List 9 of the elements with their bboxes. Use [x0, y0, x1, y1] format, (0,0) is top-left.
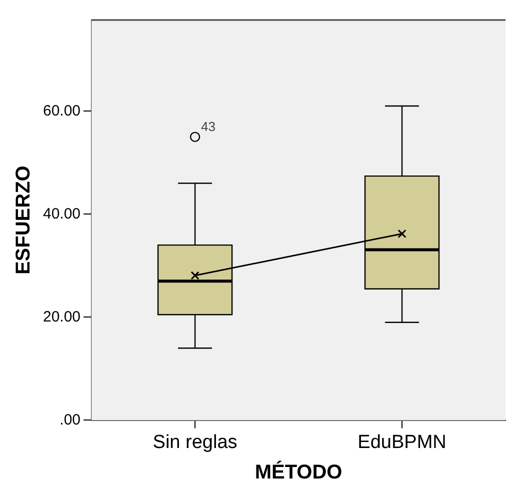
- y-axis-title: ESFUERZO: [12, 166, 35, 275]
- y-tick-label: 40.00: [42, 205, 81, 222]
- annotation: 43: [201, 118, 216, 134]
- y-tick-label: .00: [60, 411, 81, 428]
- x-tick-label: Sin reglas: [152, 432, 238, 453]
- y-tick-label: 60.00: [42, 102, 81, 120]
- x-axis-title: MÉTODO: [254, 460, 342, 484]
- x-tick-label: EduBPMN: [358, 432, 446, 453]
- y-tick-label: 20.00: [42, 308, 81, 326]
